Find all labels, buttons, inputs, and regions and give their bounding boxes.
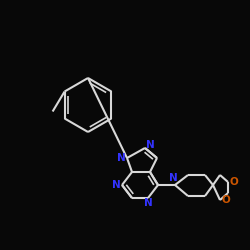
- Text: N: N: [116, 153, 126, 163]
- Text: N: N: [144, 198, 152, 208]
- Text: O: O: [222, 195, 230, 205]
- Text: N: N: [168, 173, 177, 183]
- Text: N: N: [146, 140, 154, 150]
- Text: O: O: [230, 177, 238, 187]
- Text: N: N: [112, 180, 120, 190]
